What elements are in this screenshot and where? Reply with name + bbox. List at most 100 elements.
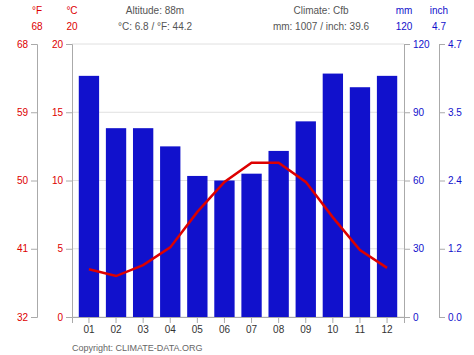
tick: 1.2 [439, 243, 462, 254]
bar [133, 128, 153, 317]
tick-mark [278, 317, 279, 323]
tick: 0 [57, 312, 72, 323]
axis-domain [440, 45, 446, 318]
annotation: Climate: Cfb [293, 5, 348, 16]
tick: 68 [17, 39, 37, 50]
tick-label: 12 [381, 324, 393, 335]
tick-label: 05 [192, 324, 204, 335]
tick-mark [332, 317, 333, 323]
tick-mark [305, 317, 306, 323]
bar [214, 181, 234, 318]
tick: 5 [57, 243, 72, 254]
tick: 59 [17, 107, 37, 118]
y2-axis: 0306090120 [404, 39, 430, 323]
tick-label: 01 [83, 324, 95, 335]
bar-series [79, 74, 397, 317]
y-axis-outer: 32 41 50 59 68 [17, 39, 38, 323]
tick: 07 [246, 317, 258, 335]
tick: 2.4 [439, 175, 462, 186]
tick: 02 [110, 317, 122, 335]
tick: 120 [404, 39, 430, 50]
tick-mark [66, 44, 72, 45]
tick: 41 [17, 243, 37, 254]
tick-label: 59 [17, 107, 29, 118]
x-axis: 010203040506070809101112 [73, 317, 405, 335]
bar [350, 87, 370, 317]
tick-mark [197, 317, 198, 323]
tick: 06 [219, 317, 231, 335]
tick: 11 [355, 317, 366, 335]
tick: 12 [381, 317, 393, 335]
tick: 50 [17, 175, 37, 186]
tick-mark [31, 317, 37, 318]
tick-label: 0 [57, 312, 63, 323]
tick-mark [439, 44, 445, 45]
tick: 20 [52, 39, 72, 50]
tick-label: 120 [413, 39, 430, 50]
bar [296, 121, 316, 317]
axis-domain [31, 45, 38, 318]
grid [72, 44, 404, 317]
header: °F°Cmminch68201204.7Altitude: 88mClimate… [31, 5, 448, 32]
tick-mark [251, 317, 252, 323]
bar [79, 76, 99, 317]
tick-mark [387, 317, 388, 323]
axis-domain [66, 45, 73, 318]
tick-label: 90 [413, 107, 425, 118]
tick-label: 03 [138, 324, 150, 335]
tick: 15 [52, 107, 72, 118]
tick-mark [66, 317, 72, 318]
header-value: 20 [66, 21, 78, 32]
tick-mark [66, 112, 72, 113]
tick-label: 68 [17, 39, 29, 50]
tick-mark [224, 317, 225, 323]
tick-mark [404, 44, 410, 45]
tick: 04 [165, 317, 177, 335]
annotation: mm: 1007 / inch: 39.6 [273, 21, 370, 32]
tick-label: 15 [52, 107, 64, 118]
axis-domain [73, 318, 405, 324]
tick-label: 04 [165, 324, 177, 335]
tick-label: 08 [273, 324, 285, 335]
tick-mark [439, 249, 445, 250]
plot-area [79, 74, 397, 317]
tick-mark [404, 112, 410, 113]
tick-label: 5 [57, 243, 63, 254]
grid-line [72, 44, 404, 45]
tick: 0 [404, 312, 419, 323]
tick: 32 [17, 312, 37, 323]
axis-label: mm [396, 5, 413, 16]
tick-mark [116, 317, 117, 323]
bar [323, 74, 343, 317]
tick-label: 3.5 [448, 107, 462, 118]
tick: 01 [83, 317, 95, 335]
tick-mark [404, 181, 410, 182]
tick-mark [439, 112, 445, 113]
tick-mark [170, 317, 171, 323]
tick: 10 [52, 175, 72, 186]
header-value: 4.7 [432, 21, 446, 32]
tick-label: 02 [110, 324, 122, 335]
axis-label: °F [32, 5, 42, 16]
tick-label: 20 [52, 39, 64, 50]
tick-mark [359, 317, 360, 323]
tick-label: 0.0 [448, 312, 462, 323]
tick-label: 32 [17, 312, 29, 323]
tick-mark [31, 112, 37, 113]
tick-label: 1.2 [448, 243, 462, 254]
tick-label: 09 [300, 324, 312, 335]
tick-mark [439, 317, 445, 318]
tick-mark [404, 249, 410, 250]
bar [160, 146, 180, 317]
axis-label: inch [430, 5, 448, 16]
tick-label: 30 [413, 243, 425, 254]
tick: 05 [192, 317, 204, 335]
tick-label: 2.4 [448, 175, 462, 186]
tick-mark [31, 249, 37, 250]
tick: 90 [404, 107, 425, 118]
tick-label: 50 [17, 175, 29, 186]
tick-mark [66, 181, 72, 182]
bar [241, 174, 261, 317]
tick: 4.7 [439, 39, 462, 50]
tick-mark [31, 181, 37, 182]
